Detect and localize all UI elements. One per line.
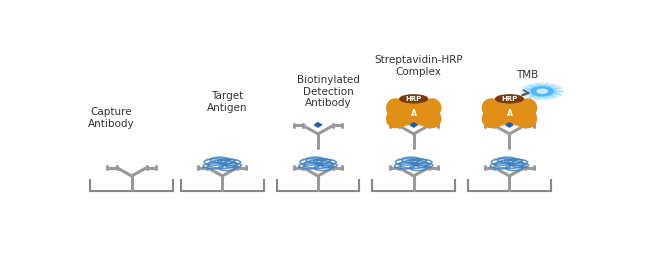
Text: Biotinylated
Detection
Antibody: Biotinylated Detection Antibody [296,75,359,108]
Polygon shape [410,123,417,127]
Text: TMB: TMB [516,70,538,80]
Ellipse shape [400,95,428,103]
Text: HRP: HRP [501,96,517,102]
Text: HRP: HRP [406,96,422,102]
Text: A: A [506,109,512,118]
Circle shape [525,84,560,98]
Text: A: A [411,109,417,118]
Polygon shape [506,123,513,127]
Ellipse shape [495,95,523,103]
Text: Streptavidin-HRP
Complex: Streptavidin-HRP Complex [374,55,463,77]
Text: Target
Antigen: Target Antigen [207,91,248,113]
Circle shape [537,89,547,93]
Text: Capture
Antibody: Capture Antibody [88,107,135,129]
Circle shape [531,87,553,96]
Polygon shape [315,123,322,127]
Circle shape [521,83,564,100]
Circle shape [528,86,556,97]
